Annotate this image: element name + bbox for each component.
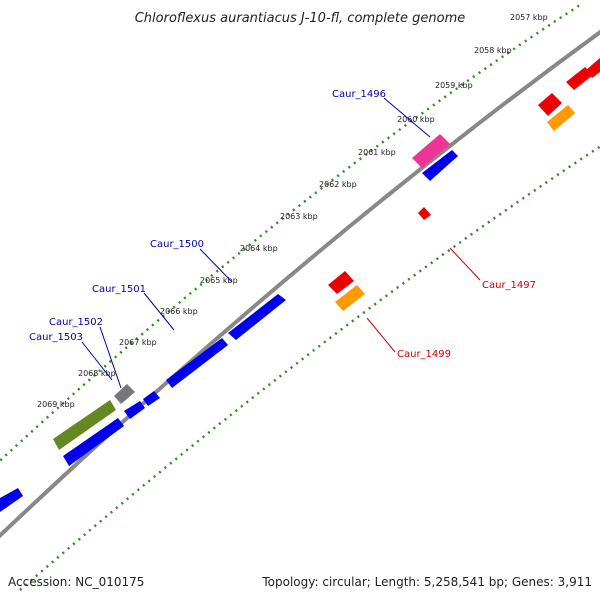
leader-line bbox=[81, 341, 113, 381]
feature-cds-reverse[interactable] bbox=[538, 93, 562, 116]
feature-caur-1497[interactable] bbox=[418, 207, 431, 220]
feature-caur-1500[interactable] bbox=[228, 294, 286, 340]
genome-summary-text: Topology: circular; Length: 5,258,541 bp… bbox=[261, 575, 592, 589]
gene-label-caur-1496[interactable]: Caur_1496 bbox=[332, 89, 386, 100]
gene-label-caur-1503[interactable]: Caur_1503 bbox=[29, 332, 83, 343]
label-leaders bbox=[81, 97, 481, 389]
map-title: Chloroflexus aurantiacus J-10-fl, comple… bbox=[135, 11, 466, 26]
leader-line bbox=[143, 292, 175, 331]
scale-label: 2066 kbp bbox=[160, 307, 198, 316]
outer-features bbox=[0, 134, 458, 512]
inner-features bbox=[328, 58, 600, 311]
feature-cds[interactable] bbox=[143, 391, 160, 406]
scale-label: 2059 kbp bbox=[435, 81, 473, 90]
feature-caur-1502[interactable] bbox=[114, 384, 135, 404]
feature-cds[interactable] bbox=[0, 488, 23, 512]
scale-label: 2067 kbp bbox=[119, 338, 157, 347]
feature-caur-1501[interactable] bbox=[166, 338, 228, 388]
genome-backbone bbox=[0, 29, 600, 539]
scale-label: 2069 kbp bbox=[37, 400, 75, 409]
gene-label-caur-1500[interactable]: Caur_1500 bbox=[150, 239, 204, 250]
inner-scale-track bbox=[19, 145, 600, 591]
scale-label: 2068 kbp bbox=[78, 369, 116, 378]
gene-label-caur-1497[interactable]: Caur_1497 bbox=[482, 280, 536, 291]
scale-label: 2060 kbp bbox=[397, 115, 435, 124]
leader-line bbox=[449, 247, 481, 281]
gene-label-caur-1499[interactable]: Caur_1499 bbox=[397, 349, 451, 360]
gene-label-caur-1501[interactable]: Caur_1501 bbox=[92, 284, 146, 295]
gene-labels: Caur_1496 Caur_1500 Caur_1501 Caur_1502 … bbox=[29, 89, 536, 360]
scale-label: 2058 kbp bbox=[474, 46, 512, 55]
feature-cds-reverse[interactable] bbox=[566, 67, 593, 90]
feature-cds[interactable] bbox=[124, 401, 145, 419]
leader-line bbox=[199, 248, 233, 283]
feature-caur-1503[interactable] bbox=[53, 400, 116, 450]
gene-label-caur-1502[interactable]: Caur_1502 bbox=[49, 317, 103, 328]
scale-label: 2065 kbp bbox=[200, 276, 238, 285]
feature-cds[interactable] bbox=[422, 150, 458, 181]
accession-text: Accession: NC_010175 bbox=[8, 575, 144, 589]
leader-line bbox=[366, 317, 396, 353]
feature-cds[interactable] bbox=[63, 418, 124, 466]
feature-cds-reverse[interactable] bbox=[328, 271, 354, 294]
scale-label: 2063 kbp bbox=[280, 212, 318, 221]
scale-label: 2062 kbp bbox=[319, 180, 357, 189]
feature-caur-1499[interactable] bbox=[335, 285, 365, 311]
outer-scale-track bbox=[0, 3, 581, 463]
leader-line bbox=[99, 326, 122, 389]
feature-caur-1496[interactable] bbox=[412, 134, 450, 168]
scale-labels: 2057 kbp 2058 kbp 2059 kbp 2060 kbp 2061… bbox=[37, 13, 548, 409]
leader-line bbox=[383, 97, 431, 138]
feature-rna[interactable] bbox=[547, 105, 575, 131]
scale-label: 2064 kbp bbox=[240, 244, 278, 253]
feature-cds-reverse[interactable] bbox=[586, 58, 600, 78]
scale-label: 2057 kbp bbox=[510, 13, 548, 22]
scale-label: 2061 kbp bbox=[358, 148, 396, 157]
